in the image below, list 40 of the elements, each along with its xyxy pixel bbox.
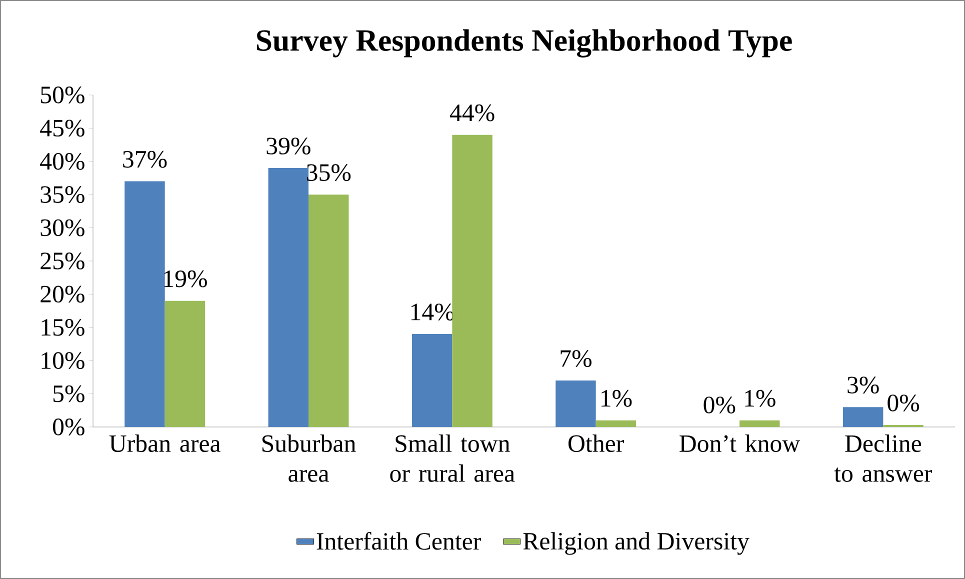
data-label: 39% [266, 138, 310, 155]
bar [268, 168, 309, 427]
data-label: 37% [123, 150, 167, 168]
y-tick-label: 5% [53, 385, 84, 402]
x-tick-label: Don’t know [680, 434, 800, 452]
bar [452, 134, 492, 427]
chart-title: Survey Respondents Neighborhood Type [256, 29, 792, 58]
data-label: 1% [602, 390, 632, 407]
x-tick-label: Suburban area [262, 434, 356, 482]
bar [556, 380, 596, 427]
y-tick-label: 0% [52, 418, 84, 436]
x-tick-label: Small town or rural area [390, 434, 515, 482]
legend-label: Religion and Diversity [523, 532, 750, 555]
y-tick-label: 15% [42, 318, 84, 336]
bar [596, 420, 636, 427]
data-label: 0% [704, 396, 736, 414]
y-tick-label: 50% [41, 86, 84, 104]
x-tick-label: Decline to answer [834, 434, 932, 482]
data-label: 3% [848, 376, 879, 394]
y-tick-label: 40% [40, 152, 84, 170]
data-label: 14% [411, 304, 454, 321]
legend-label: Interfaith Center [316, 532, 481, 550]
data-label: 0% [888, 394, 920, 412]
data-label: 7% [560, 350, 592, 367]
y-tick-label: 25% [40, 252, 84, 270]
bar [412, 334, 452, 427]
bar [164, 300, 206, 427]
y-tick-label: 45% [40, 120, 84, 137]
data-label: 1% [745, 390, 776, 407]
y-tick-label: 20% [40, 286, 84, 303]
data-label: 44% [450, 104, 494, 122]
bar [740, 420, 780, 427]
bar [842, 407, 884, 427]
y-tick-label: 35% [40, 186, 84, 204]
bar [124, 181, 165, 427]
x-tick-label: Urban area [109, 434, 221, 452]
bar [308, 194, 349, 427]
y-tick-label: 10% [42, 352, 84, 370]
x-tick-label: Other [568, 434, 624, 452]
y-tick-label: 30% [40, 219, 84, 236]
